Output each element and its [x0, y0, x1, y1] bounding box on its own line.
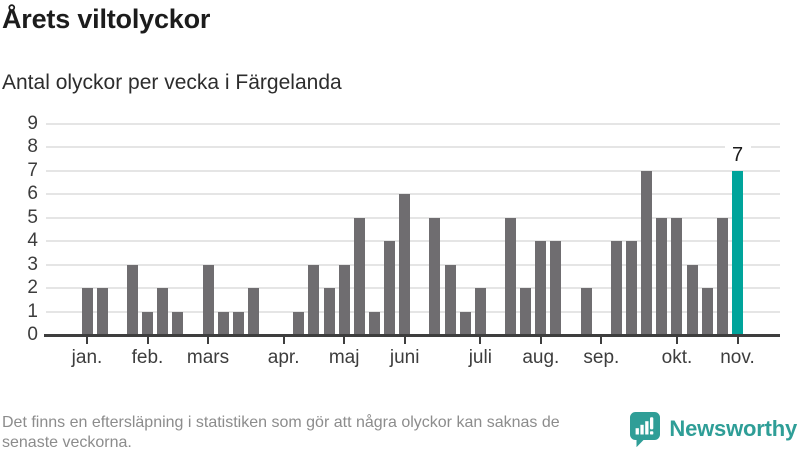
bar-week-36 — [610, 241, 622, 335]
bar-week-30 — [520, 288, 532, 335]
newsworthy-logo-icon — [629, 411, 661, 447]
bar-week-12 — [247, 288, 259, 335]
bar-week-9 — [202, 264, 214, 335]
bar-week-17 — [323, 288, 335, 335]
bar-week-11 — [232, 311, 244, 335]
bar-week-10 — [217, 311, 229, 335]
bar-week-20 — [368, 311, 380, 335]
bar-week-37 — [626, 241, 638, 335]
y-axis-label-3: 3 — [27, 253, 38, 275]
bar-week-39 — [656, 217, 668, 335]
chart-subtitle: Antal olyckor per vecka i Färgelanda — [2, 71, 342, 94]
bar-week-40 — [671, 217, 683, 335]
x-axis-label-juni: juni — [389, 347, 420, 368]
x-tick-aug — [539, 337, 542, 344]
newsworthy-logo: Newsworthy — [629, 411, 797, 447]
gridline-y-2 — [46, 287, 780, 289]
bar-week-38 — [641, 170, 653, 335]
y-axis-label-0: 0 — [27, 324, 38, 345]
x-tick-apr — [282, 337, 285, 344]
x-tick-nov — [736, 337, 739, 344]
bar-week-1 — [81, 288, 93, 335]
gridline-y-9 — [46, 122, 780, 125]
y-axis-label-7: 7 — [27, 159, 38, 181]
bar-week-32 — [550, 241, 562, 335]
bar-week-42 — [701, 288, 713, 335]
x-tick-maj — [343, 337, 346, 344]
x-tick-mars — [207, 337, 210, 344]
last-value-annotation: 7 — [724, 142, 751, 167]
y-axis-label-4: 4 — [27, 230, 38, 251]
bar-week-27 — [474, 288, 486, 335]
y-axis-label-6: 6 — [27, 183, 38, 204]
bar-week-18 — [338, 264, 350, 335]
bar-week-41 — [686, 264, 698, 335]
y-axis-label-9: 9 — [27, 112, 38, 134]
bar-week-16 — [308, 264, 320, 335]
x-axis-label-aug: aug. — [522, 347, 560, 368]
x-axis-label-apr: apr. — [267, 347, 300, 368]
newsworthy-logo-text: Newsworthy — [669, 416, 797, 441]
bar-week-22 — [399, 194, 411, 335]
x-axis-label-maj: maj — [328, 347, 360, 368]
x-axis-label-okt: okt. — [661, 347, 693, 368]
x-tick-juni — [403, 337, 406, 344]
bar-week-44-highlight — [732, 170, 743, 335]
bar-week-19 — [353, 217, 365, 335]
x-tick-juli — [479, 337, 482, 344]
chart-title: Årets viltolyckor — [2, 4, 211, 34]
bar-week-24 — [429, 217, 441, 335]
x-tick-okt — [675, 337, 678, 344]
x-axis-label-juli: juli — [468, 347, 492, 368]
bar-week-25 — [444, 264, 456, 335]
x-axis-label-sep: sep. — [583, 347, 620, 368]
bar-week-21 — [384, 241, 396, 335]
x-axis-label-mars: mars — [186, 347, 230, 368]
y-axis-label-1: 1 — [27, 300, 38, 322]
gridline-y-7 — [46, 169, 780, 172]
gridline-y-4 — [46, 240, 780, 242]
bar-week-4 — [126, 264, 138, 335]
x-tick-sep — [600, 337, 603, 344]
x-tick-jan — [86, 337, 88, 344]
x-axis-label-nov: nov. — [720, 347, 755, 368]
bar-week-34 — [580, 288, 592, 335]
gridline-y-8 — [46, 146, 780, 148]
bar-week-29 — [505, 217, 517, 335]
bar-week-5 — [142, 311, 153, 335]
x-axis-line — [44, 334, 780, 337]
gridline-y-5 — [46, 216, 780, 219]
y-axis-label-8: 8 — [27, 136, 38, 157]
x-axis-label-feb: feb. — [131, 347, 164, 368]
footer-note: Det finns en eftersläpning i statistiken… — [2, 414, 560, 450]
bar-week-7 — [172, 311, 184, 335]
y-axis-label-2: 2 — [27, 277, 38, 298]
y-axis-label-5: 5 — [27, 206, 38, 228]
x-axis-label-jan: jan. — [71, 347, 103, 368]
bar-week-6 — [157, 288, 169, 335]
bar-week-15 — [293, 311, 305, 335]
gridline-y-3 — [46, 263, 780, 266]
gridline-y-1 — [46, 310, 780, 313]
gridline-y-6 — [46, 193, 780, 195]
bar-week-43 — [716, 217, 728, 335]
x-tick-feb — [146, 337, 149, 344]
bar-week-2 — [96, 288, 108, 335]
bar-week-31 — [535, 241, 547, 335]
bar-week-26 — [459, 311, 471, 335]
